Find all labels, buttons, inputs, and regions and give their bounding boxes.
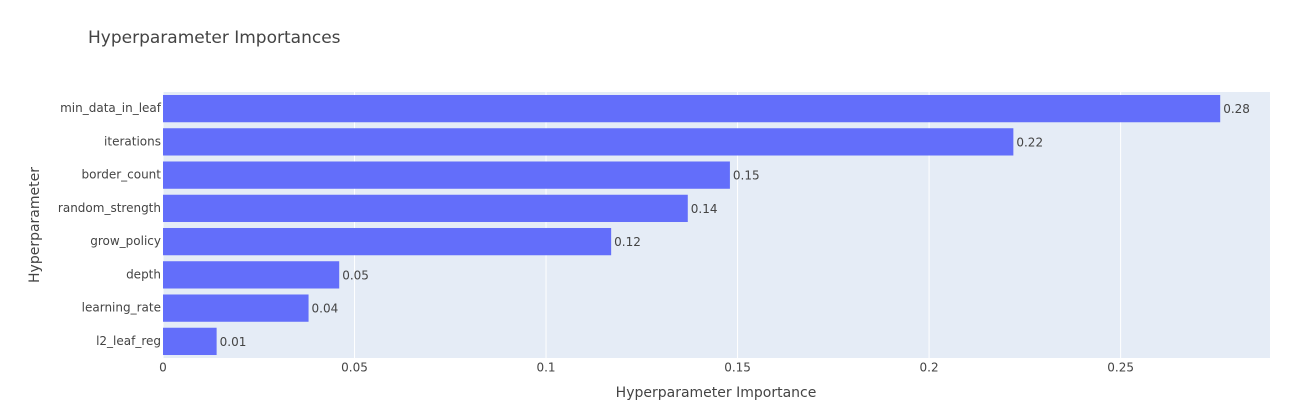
bar [163,194,688,223]
value-label: 0.05 [342,268,369,282]
y-tick-label: grow_policy [90,234,161,248]
y-tick-label: border_count [82,168,162,182]
y-tick-label: l2_leaf_reg [96,334,161,348]
value-label: 0.28 [1223,102,1250,116]
y-axis-title: Hyperparameter [27,167,43,283]
x-tick-label: 0 [159,361,167,375]
bar [163,161,730,189]
value-label: 0.22 [1016,135,1043,149]
x-tick-label: 0.1 [536,361,555,375]
bar [163,261,340,289]
bar [163,128,1014,156]
x-tick-label: 0.25 [1107,361,1134,375]
x-tick-label: 0.2 [920,361,939,375]
y-tick-label: random_strength [58,201,161,215]
y-tick-label: depth [126,267,161,281]
value-label: 0.14 [691,202,718,216]
bar [163,327,217,356]
bar [163,294,309,322]
bar [163,94,1221,123]
y-tick-label: min_data_in_leaf [60,101,162,115]
value-label: 0.15 [733,169,760,183]
y-tick-label: iterations [104,134,161,148]
y-tick-label: learning_rate [82,301,161,315]
x-axis-title: Hyperparameter Importance [616,385,817,401]
x-tick-label: 0.05 [341,361,368,375]
chart-title: Hyperparameter Importances [88,28,341,48]
value-label: 0.04 [312,302,339,316]
x-tick-label: 0.15 [724,361,751,375]
value-label: 0.12 [614,235,641,249]
value-label: 0.01 [220,335,247,349]
bar [163,227,612,256]
